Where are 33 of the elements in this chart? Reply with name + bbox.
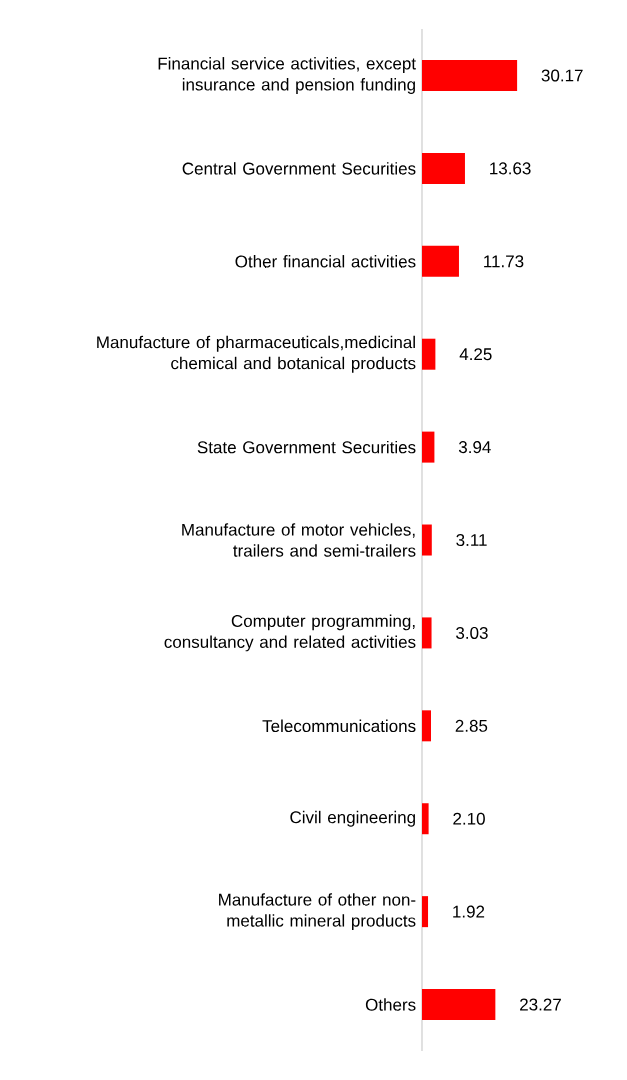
data-label: 3.94 <box>458 441 491 454</box>
data-label: 23.27 <box>520 998 561 1011</box>
y-tick-label: State Government Securities <box>197 440 416 454</box>
y-tick-label: Central Government Securities <box>182 162 416 175</box>
data-label: 2.10 <box>453 812 485 825</box>
y-tick-label: Manufacture of motor vehicles, trailers and semi-trailers <box>182 523 416 557</box>
y-tick-label: Manufacture of pharmaceuticals,medicinal chemical and botanical products <box>97 335 416 373</box>
bar <box>421 245 459 277</box>
data-label: 2.85 <box>455 719 488 732</box>
y-tick-label: Financial service activities, except insurance and pension funding <box>158 57 416 94</box>
bar <box>421 617 432 649</box>
bar <box>421 710 431 742</box>
bar <box>421 989 496 1021</box>
y-tick-label: Other financial activities <box>235 255 416 268</box>
data-label: 13.63 <box>490 162 531 175</box>
y-tick-label: Others <box>365 998 416 1011</box>
y-tick-label: Civil engineering <box>290 810 415 827</box>
bar <box>421 896 429 928</box>
data-label: 4.25 <box>459 348 492 361</box>
data-label: 3.03 <box>456 626 488 639</box>
bar <box>421 431 435 463</box>
bar <box>421 803 429 835</box>
y-tick-label: Manufacture of other non-metallic mineral products <box>219 893 416 931</box>
data-label: 3.11 <box>456 534 487 547</box>
bar <box>421 59 518 91</box>
bar <box>421 524 432 556</box>
data-label: 1.92 <box>453 905 485 918</box>
y-tick-label: Computer programming, consultancy and related activities <box>164 614 416 652</box>
bar <box>421 338 436 370</box>
data-label: 30.17 <box>541 69 583 82</box>
data-label: 11.73 <box>484 255 524 268</box>
bar <box>421 152 465 184</box>
y-tick-label: Telecommunications <box>262 719 416 733</box>
